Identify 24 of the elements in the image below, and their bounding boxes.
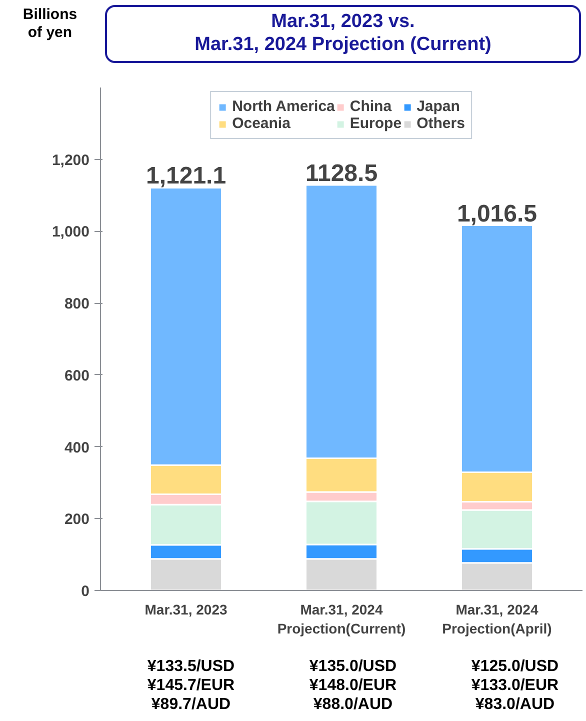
chart-title: Mar.31, 2023 vs. Mar.31, 2024 Projection (Current) [194,11,492,57]
x-tick-label: Mar.31, 2023 [144,602,228,618]
legend-label: Others [416,115,465,132]
x-tick-label: Mar.31, 2024 Projection(Current) [277,602,406,637]
y-tick-label: 600 [64,367,90,384]
text: ¥133.5/USD ¥145.7/EUR ¥89.7/AUD [147,657,235,715]
total-label: 1128.5 [305,160,378,188]
legend-label: Japan [416,98,460,115]
y-tick-label: 1,200 [52,152,90,169]
legend-label: Oceania [232,115,290,132]
y-tick-label: 1,000 [52,224,90,241]
total-label: 1,016.5 [456,200,538,228]
text: ¥125.0/USD ¥133.0/EUR ¥83.0/AUD [471,657,559,715]
total-label: 1,121.1 [146,162,226,190]
legend-label: China [350,98,392,115]
legend-label: Europe [350,115,402,132]
y-tick-label: 0 [81,583,90,600]
y-tick-label: 400 [64,439,90,456]
text: ¥135.0/USD ¥148.0/EUR ¥88.0/AUD [309,657,397,715]
y-tick-label: 800 [64,296,90,313]
x-tick-label: Mar.31, 2024 Projection(April) [442,602,552,637]
y-axis-title: Billions of yen [22,6,78,42]
y-tick-label: 200 [64,511,90,528]
legend-label: North America [232,98,335,115]
